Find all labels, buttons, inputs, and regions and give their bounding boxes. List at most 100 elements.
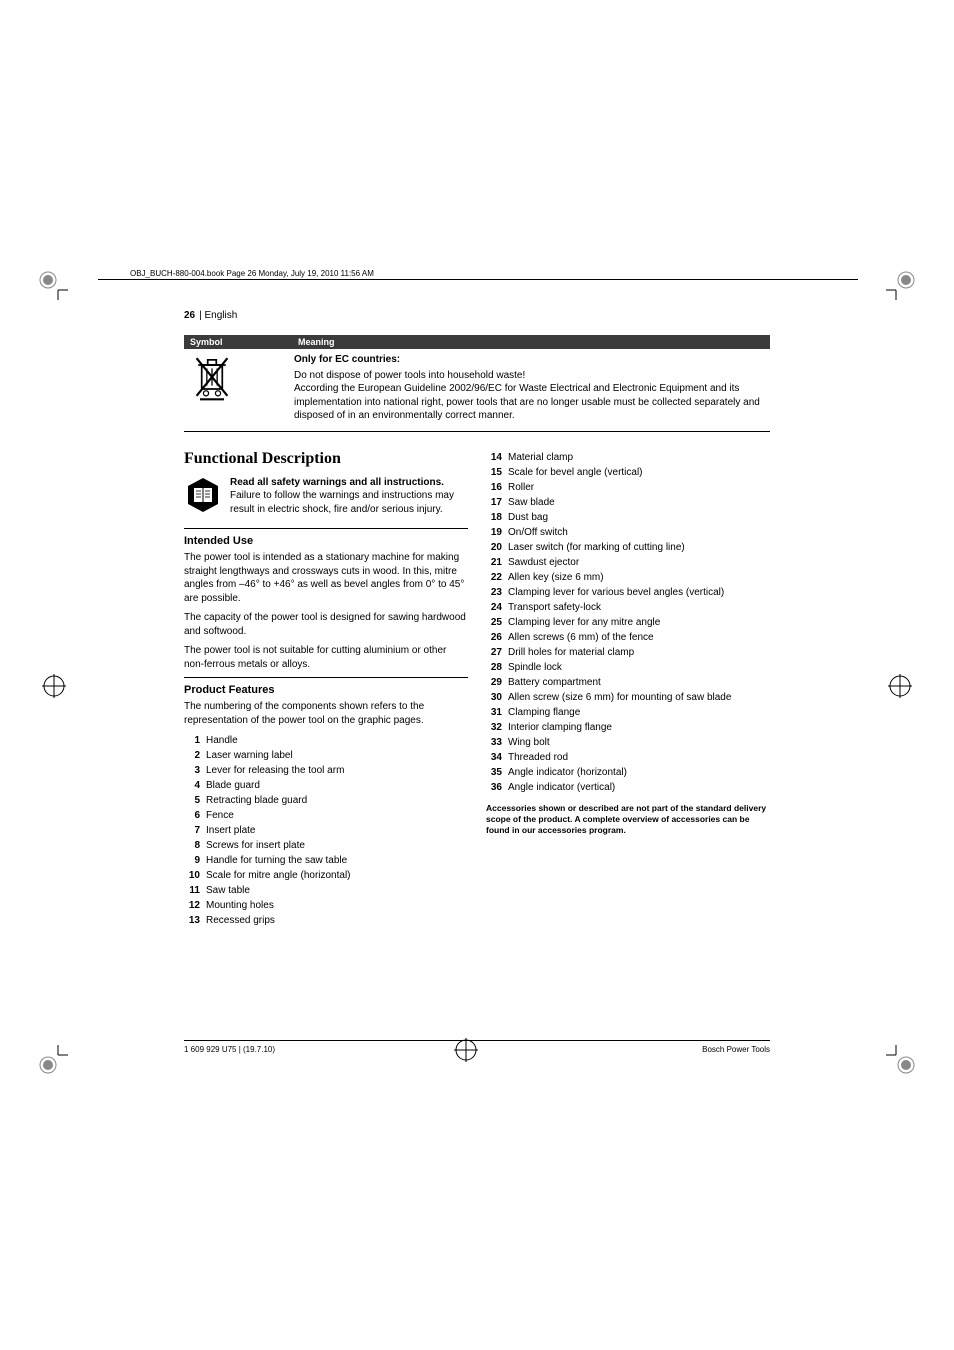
feature-label: Interior clamping flange bbox=[508, 720, 770, 735]
accessories-note: Accessories shown or described are not p… bbox=[486, 803, 770, 836]
feature-number: 33 bbox=[486, 735, 508, 750]
feature-label: Clamping flange bbox=[508, 705, 770, 720]
feature-number: 29 bbox=[486, 675, 508, 690]
feature-item: 2Laser warning label bbox=[184, 748, 468, 763]
feature-item: 4Blade guard bbox=[184, 778, 468, 793]
crop-mark-tr bbox=[884, 270, 916, 307]
page-number: 26 bbox=[184, 310, 195, 321]
feature-item: 5Retracting blade guard bbox=[184, 793, 468, 808]
feature-label: Spindle lock bbox=[508, 660, 770, 675]
feature-label: Recessed grips bbox=[206, 913, 468, 928]
warning-text: Read all safety warnings and all instruc… bbox=[230, 476, 468, 517]
feature-item: 36Angle indicator (vertical) bbox=[486, 780, 770, 795]
feature-number: 25 bbox=[486, 615, 508, 630]
feature-label: Allen screw (size 6 mm) for mounting of … bbox=[508, 690, 770, 705]
divider bbox=[184, 677, 468, 678]
feature-item: 15Scale for bevel angle (vertical) bbox=[486, 465, 770, 480]
feature-item: 33Wing bolt bbox=[486, 735, 770, 750]
feature-label: Laser warning label bbox=[206, 748, 468, 763]
feature-number: 2 bbox=[184, 748, 206, 763]
feature-item: 12Mounting holes bbox=[184, 898, 468, 913]
feature-label: Insert plate bbox=[206, 823, 468, 838]
feature-label: Threaded rod bbox=[508, 750, 770, 765]
feature-number: 23 bbox=[486, 585, 508, 600]
feature-number: 11 bbox=[184, 883, 206, 898]
feature-label: On/Off switch bbox=[508, 525, 770, 540]
feature-label: Fence bbox=[206, 808, 468, 823]
crop-mark-ml bbox=[38, 670, 70, 707]
warning-bold: Read all safety warnings and all instruc… bbox=[230, 477, 444, 488]
meaning-title: Only for EC countries: bbox=[294, 353, 770, 367]
feature-number: 12 bbox=[184, 898, 206, 913]
feature-label: Saw table bbox=[206, 883, 468, 898]
feature-item: 10Scale for mitre angle (horizontal) bbox=[184, 868, 468, 883]
feature-label: Screws for insert plate bbox=[206, 838, 468, 853]
feature-label: Allen key (size 6 mm) bbox=[508, 570, 770, 585]
warning-rest: Failure to follow the warnings and instr… bbox=[230, 490, 454, 515]
feature-item: 13Recessed grips bbox=[184, 913, 468, 928]
feature-label: Material clamp bbox=[508, 450, 770, 465]
feature-number: 31 bbox=[486, 705, 508, 720]
feature-number: 20 bbox=[486, 540, 508, 555]
feature-number: 19 bbox=[486, 525, 508, 540]
right-column: 14Material clamp15Scale for bevel angle … bbox=[486, 450, 770, 929]
feature-item: 29Battery compartment bbox=[486, 675, 770, 690]
feature-number: 28 bbox=[486, 660, 508, 675]
feature-label: Angle indicator (vertical) bbox=[508, 780, 770, 795]
left-column: Functional Description Read all safety w… bbox=[184, 450, 468, 929]
feature-number: 35 bbox=[486, 765, 508, 780]
feature-item: 34Threaded rod bbox=[486, 750, 770, 765]
footer: 1 609 929 U75 | (19.7.10) Bosch Power To… bbox=[184, 1040, 770, 1054]
crop-mark-bl bbox=[38, 1043, 70, 1080]
feature-label: Drill holes for material clamp bbox=[508, 645, 770, 660]
feature-number: 24 bbox=[486, 600, 508, 615]
feature-item: 18Dust bag bbox=[486, 510, 770, 525]
feature-item: 1Handle bbox=[184, 733, 468, 748]
feature-label: Retracting blade guard bbox=[206, 793, 468, 808]
feature-label: Scale for bevel angle (vertical) bbox=[508, 465, 770, 480]
feature-number: 8 bbox=[184, 838, 206, 853]
content-area: 26 | English Symbol Meaning Only for EC … bbox=[184, 310, 770, 928]
feature-number: 6 bbox=[184, 808, 206, 823]
feature-item: 16Roller bbox=[486, 480, 770, 495]
feature-label: Angle indicator (horizontal) bbox=[508, 765, 770, 780]
product-features-intro: The numbering of the components shown re… bbox=[184, 700, 468, 727]
feature-number: 15 bbox=[486, 465, 508, 480]
feature-item: 27Drill holes for material clamp bbox=[486, 645, 770, 660]
feature-label: Saw blade bbox=[508, 495, 770, 510]
feature-item: 9Handle for turning the saw table bbox=[184, 853, 468, 868]
feature-label: Lever for releasing the tool arm bbox=[206, 763, 468, 778]
meaning-line2: According the European Guideline 2002/96… bbox=[294, 383, 760, 421]
intended-use-p1: The power tool is intended as a stationa… bbox=[184, 551, 468, 605]
feature-number: 36 bbox=[486, 780, 508, 795]
feature-number: 1 bbox=[184, 733, 206, 748]
divider bbox=[184, 528, 468, 529]
feature-number: 10 bbox=[184, 868, 206, 883]
main-columns: Functional Description Read all safety w… bbox=[184, 450, 770, 929]
page-header-text: OBJ_BUCH-880-004.book Page 26 Monday, Ju… bbox=[126, 269, 378, 278]
intended-use-title: Intended Use bbox=[184, 535, 468, 547]
feature-number: 5 bbox=[184, 793, 206, 808]
intended-use-p2: The capacity of the power tool is design… bbox=[184, 611, 468, 638]
feature-item: 19On/Off switch bbox=[486, 525, 770, 540]
feature-item: 14Material clamp bbox=[486, 450, 770, 465]
feature-label: Transport safety-lock bbox=[508, 600, 770, 615]
crop-mark-br bbox=[884, 1043, 916, 1080]
feature-number: 21 bbox=[486, 555, 508, 570]
feature-number: 17 bbox=[486, 495, 508, 510]
feature-item: 3Lever for releasing the tool arm bbox=[184, 763, 468, 778]
feature-list-left: 1Handle2Laser warning label3Lever for re… bbox=[184, 733, 468, 928]
feature-number: 22 bbox=[486, 570, 508, 585]
feature-label: Handle bbox=[206, 733, 468, 748]
weee-bin-icon bbox=[188, 353, 236, 401]
feature-label: Laser switch (for marking of cutting lin… bbox=[508, 540, 770, 555]
feature-item: 20Laser switch (for marking of cutting l… bbox=[486, 540, 770, 555]
feature-label: Clamping lever for various bevel angles … bbox=[508, 585, 770, 600]
feature-number: 18 bbox=[486, 510, 508, 525]
feature-number: 7 bbox=[184, 823, 206, 838]
th-symbol: Symbol bbox=[184, 337, 294, 347]
feature-item: 30Allen screw (size 6 mm) for mounting o… bbox=[486, 690, 770, 705]
feature-label: Roller bbox=[508, 480, 770, 495]
feature-number: 9 bbox=[184, 853, 206, 868]
feature-label: Allen screws (6 mm) of the fence bbox=[508, 630, 770, 645]
